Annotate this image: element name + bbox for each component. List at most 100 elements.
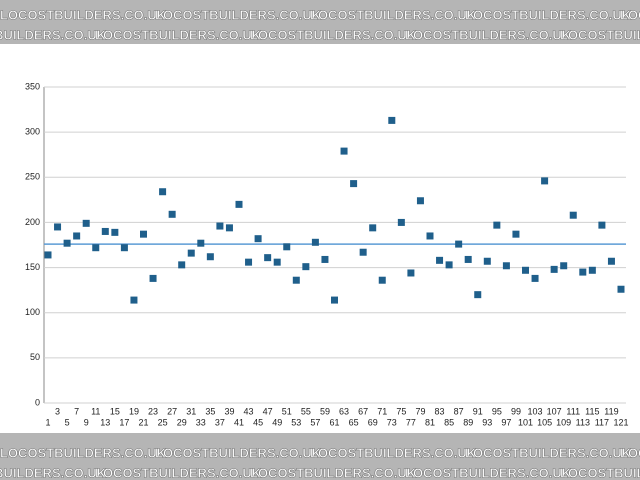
x-tick-label: 73 (387, 417, 397, 427)
watermark: LOCOSTBUILDERS.CO.UK (310, 7, 477, 22)
x-tick-label: 17 (119, 417, 129, 427)
marker (588, 266, 596, 274)
x-tick-label: 93 (482, 417, 492, 427)
watermark: LOCOSTBUILDERS.CO.UK (405, 465, 572, 480)
marker (407, 269, 415, 277)
marker (436, 256, 444, 264)
marker (283, 243, 291, 251)
marker (120, 244, 128, 252)
watermark: LOCOSTBUILDERS.CO.UK (0, 465, 107, 480)
x-tick-label: 81 (425, 417, 435, 427)
marker (168, 210, 176, 218)
x-tick-label: 21 (138, 417, 148, 427)
x-tick-label: 29 (177, 417, 187, 427)
x-tick-label: 71 (377, 406, 387, 416)
watermark: LOCOSTBUILDERS.CO.UK (95, 465, 262, 480)
x-tick-label: 117 (595, 417, 609, 427)
marker (560, 262, 568, 270)
x-tick-label: 83 (435, 406, 445, 416)
x-tick-label: 63 (339, 406, 349, 416)
marker (550, 265, 558, 273)
x-tick-label: 5 (65, 417, 70, 427)
x-tick-label: 33 (196, 417, 206, 427)
y-tick-label: 250 (25, 172, 40, 182)
marker (617, 285, 625, 293)
x-tick-label: 45 (253, 417, 263, 427)
x-tick-label: 105 (537, 417, 552, 427)
watermark: LOCOSTBUILDERS.CO.UK (465, 7, 632, 22)
marker (225, 224, 233, 232)
marker (273, 258, 281, 266)
x-tick-label: 77 (406, 417, 416, 427)
marker (569, 211, 577, 219)
marker (579, 268, 587, 276)
x-tick-label: 79 (415, 406, 425, 416)
x-tick-label: 89 (463, 417, 473, 427)
marker (493, 221, 501, 229)
marker (178, 261, 186, 269)
x-tick-label: 51 (282, 406, 292, 416)
marker (464, 255, 472, 263)
y-tick-label: 350 (25, 81, 40, 91)
watermark: LOCOSTBUILDERS.CO.UK (0, 445, 167, 460)
x-tick-label: 3 (55, 406, 60, 416)
marker (54, 223, 62, 231)
marker (607, 257, 615, 265)
x-tick-label: 39 (224, 406, 234, 416)
marker (216, 222, 224, 230)
watermark: LOCOSTBUILDERS.CO.UK (250, 465, 417, 480)
watermark: LOCOSTBUILDERS.CO.UK (560, 465, 640, 480)
marker (264, 254, 272, 262)
y-tick-label: 0 (35, 397, 40, 407)
x-tick-label: 121 (613, 417, 628, 427)
y-tick-label: 200 (25, 217, 40, 227)
x-tick-label: 75 (396, 406, 406, 416)
x-tick-label: 1 (45, 417, 50, 427)
marker (416, 197, 424, 205)
marker (598, 221, 606, 229)
marker (101, 227, 109, 235)
x-tick-label: 113 (576, 417, 590, 427)
marker (397, 218, 405, 226)
x-tick-label: 27 (167, 406, 177, 416)
marker (350, 180, 358, 188)
marker (321, 255, 329, 263)
x-tick-label: 91 (473, 406, 483, 416)
marker (206, 253, 214, 261)
marker (426, 232, 434, 240)
marker (73, 232, 81, 240)
marker (44, 251, 52, 259)
x-tick-label: 7 (74, 406, 79, 416)
marker (82, 219, 90, 227)
marker (63, 239, 71, 247)
marker (340, 147, 348, 155)
marker (522, 266, 529, 274)
marker (455, 240, 463, 248)
x-tick-label: 59 (320, 406, 330, 416)
x-tick-label: 9 (84, 417, 89, 427)
marker (445, 261, 453, 269)
x-tick-label: 87 (454, 406, 464, 416)
marker (311, 238, 319, 246)
y-tick-label: 50 (30, 352, 40, 362)
x-tick-label: 67 (358, 406, 368, 416)
marker (111, 228, 119, 236)
x-tick-label: 43 (244, 406, 254, 416)
x-tick-label: 119 (604, 406, 618, 416)
marker (92, 244, 100, 252)
marker (359, 248, 367, 256)
marker (541, 177, 549, 185)
marker (502, 262, 510, 270)
x-tick-label: 49 (272, 417, 282, 427)
x-tick-label: 85 (444, 417, 454, 427)
x-tick-label: 35 (205, 406, 215, 416)
watermark: LOCOSTBUILDERS.CO.UK (0, 7, 167, 22)
x-tick-label: 47 (263, 406, 273, 416)
marker (159, 188, 167, 196)
x-tick-label: 13 (100, 417, 110, 427)
marker (197, 239, 205, 247)
watermark: LOCOSTBUILDERS.CO.UK (465, 445, 632, 460)
marker (483, 257, 491, 265)
x-tick-label: 95 (492, 406, 502, 416)
